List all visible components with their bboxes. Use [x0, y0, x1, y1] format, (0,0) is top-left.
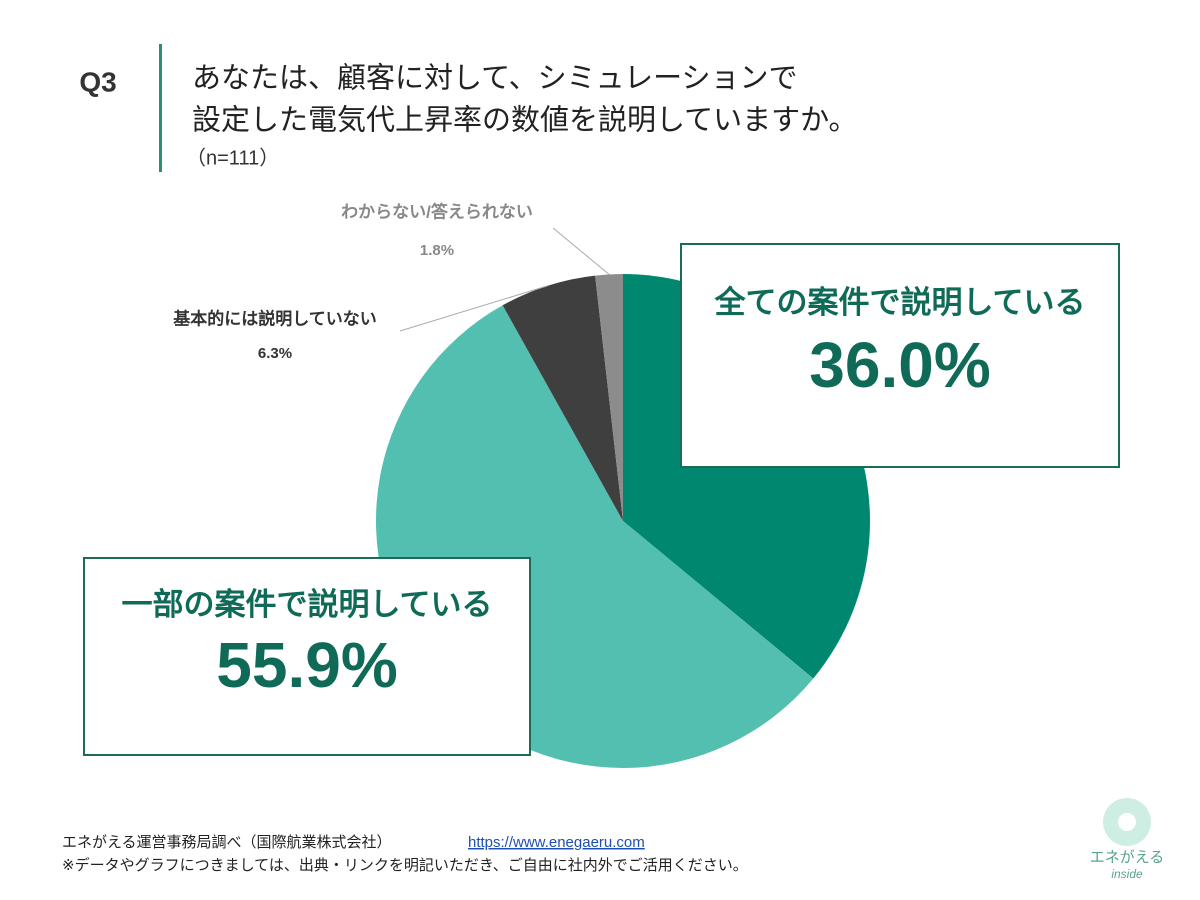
- source-link[interactable]: https://www.enegaeru.com: [468, 834, 645, 851]
- label-box: [680, 243, 1120, 468]
- leader-line: [552, 227, 610, 275]
- value-label: 55.9%: [216, 629, 397, 701]
- question-number: Q3: [79, 66, 116, 97]
- logo-name: エネがえる: [1090, 849, 1165, 866]
- value-label: 1.8%: [420, 242, 454, 259]
- slice-name: 全ての案件で説明している: [713, 285, 1085, 320]
- pie-slice: [502, 275, 623, 521]
- slice-name: わからない/答えられない: [341, 201, 533, 221]
- logo-icon: [1118, 813, 1136, 831]
- source: エネがえる運営事務局調べ（国際航業株式会社）: [62, 834, 392, 851]
- slice-name: 基本的には説明していない: [172, 308, 377, 328]
- leader-line: [399, 285, 548, 332]
- title-bar: [159, 44, 162, 172]
- chart-subtitle: （n=111）: [186, 146, 279, 169]
- pie-slice: [595, 274, 623, 521]
- note: ※データやグラフにつきましては、出典・リンクを明記いただき、ご自由に社内外でご活…: [62, 856, 748, 874]
- value-label: 6.3%: [258, 345, 292, 362]
- chart-title: 設定した電気代上昇率の数値を説明していますか。: [192, 104, 858, 137]
- slice-name: 一部の案件で説明している: [121, 587, 492, 622]
- label-box: [83, 557, 531, 756]
- value-label: 36.0%: [809, 329, 990, 401]
- chart-title: あなたは、顧客に対して、シミュレーションで: [192, 62, 798, 95]
- logo-tag: inside: [1111, 867, 1143, 881]
